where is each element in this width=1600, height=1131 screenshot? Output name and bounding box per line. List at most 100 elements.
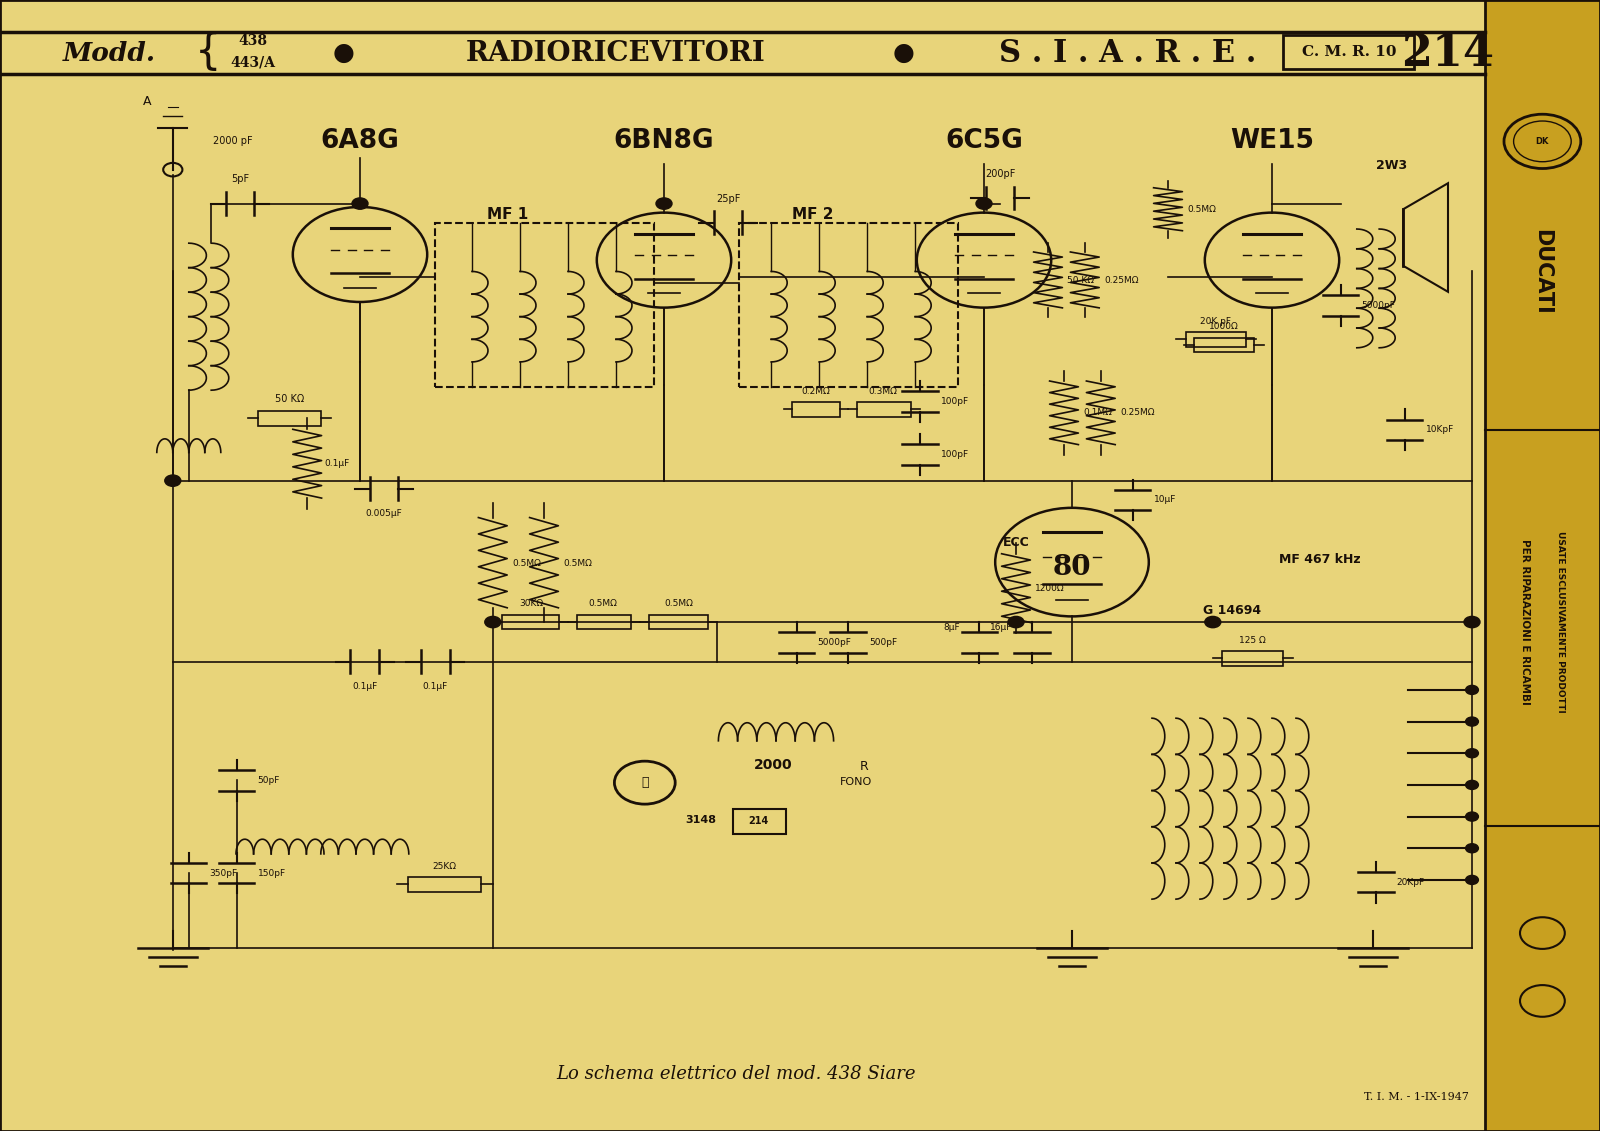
Text: Modd.: Modd.: [62, 41, 155, 66]
Circle shape: [1008, 616, 1024, 628]
Bar: [435, 223, 654, 387]
Bar: [1485, 0, 1600, 1131]
Text: 150pF: 150pF: [258, 869, 286, 878]
Text: 100pF: 100pF: [941, 450, 970, 459]
Text: 0.1μF: 0.1μF: [352, 682, 378, 691]
Text: 25pF: 25pF: [715, 193, 741, 204]
Circle shape: [656, 198, 672, 209]
Text: 0.5MΩ: 0.5MΩ: [563, 559, 592, 568]
Text: 0.5MΩ: 0.5MΩ: [1187, 205, 1216, 214]
Text: ECC: ECC: [1003, 536, 1029, 550]
Circle shape: [976, 198, 992, 209]
Circle shape: [485, 616, 501, 628]
Bar: [1186, 333, 1246, 346]
Text: 3148: 3148: [685, 815, 717, 824]
Text: 0.5MΩ: 0.5MΩ: [512, 559, 541, 568]
Bar: [502, 615, 558, 629]
Bar: [1283, 35, 1414, 69]
Text: MF 1: MF 1: [486, 207, 528, 223]
Text: {: {: [195, 31, 221, 74]
Bar: [650, 615, 707, 629]
Text: 214: 214: [1402, 32, 1494, 75]
Text: 50 KΩ: 50 KΩ: [275, 394, 304, 404]
Text: 0.25MΩ: 0.25MΩ: [1120, 408, 1155, 417]
Circle shape: [1466, 780, 1478, 789]
Bar: [856, 402, 912, 416]
Text: WE15: WE15: [1230, 129, 1314, 154]
Bar: [408, 878, 482, 891]
Text: Ⓡ: Ⓡ: [642, 776, 648, 789]
Text: R: R: [859, 760, 869, 772]
Bar: [1194, 338, 1254, 353]
Text: 6C5G: 6C5G: [946, 129, 1022, 154]
Circle shape: [352, 198, 368, 209]
Bar: [733, 809, 786, 834]
Text: 16μF: 16μF: [990, 623, 1013, 632]
Text: PER RIPARAZIONI E RICAMBI: PER RIPARAZIONI E RICAMBI: [1520, 539, 1530, 705]
Text: 5000pF: 5000pF: [818, 638, 851, 647]
Text: 0.1μF: 0.1μF: [325, 459, 350, 468]
Text: 10μF: 10μF: [1154, 495, 1176, 504]
Text: 100pF: 100pF: [941, 397, 970, 406]
Circle shape: [1466, 844, 1478, 853]
Bar: [739, 223, 958, 387]
Text: 500pF: 500pF: [869, 638, 898, 647]
Text: 443/A: 443/A: [230, 55, 275, 69]
Text: 2000: 2000: [754, 758, 792, 771]
Text: G 14694: G 14694: [1203, 604, 1261, 618]
Text: 0.1μF: 0.1μF: [422, 682, 448, 691]
Circle shape: [1466, 717, 1478, 726]
Text: 8μF: 8μF: [944, 623, 960, 632]
Text: 2W3: 2W3: [1376, 159, 1408, 172]
Circle shape: [1464, 616, 1480, 628]
Text: 5pF: 5pF: [230, 174, 250, 184]
Text: 80: 80: [1053, 554, 1091, 581]
Circle shape: [1466, 875, 1478, 884]
Text: 50 KΩ: 50 KΩ: [1067, 276, 1094, 285]
Text: MF 467 kHz: MF 467 kHz: [1278, 553, 1362, 567]
Text: 200pF: 200pF: [986, 169, 1014, 179]
Text: 0.3MΩ: 0.3MΩ: [869, 387, 898, 396]
Text: 0.1MΩ: 0.1MΩ: [1083, 408, 1112, 417]
Text: Lo schema elettrico del mod. 438 Siare: Lo schema elettrico del mod. 438 Siare: [557, 1065, 915, 1083]
Text: 125 Ω: 125 Ω: [1240, 636, 1266, 645]
Text: 10KpF: 10KpF: [1426, 425, 1454, 434]
Circle shape: [165, 475, 181, 486]
Text: 25KΩ: 25KΩ: [434, 862, 458, 871]
Text: 6BN8G: 6BN8G: [614, 129, 714, 154]
Text: S . I . A . R . E .: S . I . A . R . E .: [1000, 37, 1256, 69]
Text: 350pF: 350pF: [210, 869, 238, 878]
Text: DK: DK: [1536, 137, 1549, 146]
Text: 0.005μF: 0.005μF: [366, 509, 402, 518]
Text: 20K pF: 20K pF: [1200, 317, 1232, 326]
Text: MF 2: MF 2: [792, 207, 834, 223]
Bar: [576, 615, 632, 629]
Text: 0.2MΩ: 0.2MΩ: [802, 387, 830, 396]
Text: A: A: [142, 95, 152, 109]
Text: 6A8G: 6A8G: [320, 129, 400, 154]
Circle shape: [1466, 685, 1478, 694]
Text: DUCATI: DUCATI: [1533, 228, 1552, 314]
Bar: [1222, 651, 1283, 665]
Text: C. M. R. 10: C. M. R. 10: [1301, 45, 1397, 59]
Text: 20KpF: 20KpF: [1397, 878, 1426, 887]
Text: 214: 214: [749, 817, 768, 826]
Circle shape: [1466, 749, 1478, 758]
Text: USATE ESCLUSIVAMENTE PRODOTTI: USATE ESCLUSIVAMENTE PRODOTTI: [1555, 532, 1565, 713]
Text: ●: ●: [893, 41, 915, 66]
Text: RADIORICEVITORI: RADIORICEVITORI: [466, 40, 766, 67]
Text: T. I. M. - 1-IX-1947: T. I. M. - 1-IX-1947: [1363, 1093, 1469, 1102]
Text: 1200Ω: 1200Ω: [1035, 584, 1066, 593]
Text: 0.25MΩ: 0.25MΩ: [1104, 276, 1139, 285]
Text: 5000pF: 5000pF: [1362, 301, 1395, 310]
Text: ●: ●: [333, 41, 355, 66]
Text: 1000Ω: 1000Ω: [1210, 322, 1238, 331]
Circle shape: [1205, 616, 1221, 628]
Text: 0.5MΩ: 0.5MΩ: [589, 599, 618, 608]
Text: 2000 pF: 2000 pF: [213, 137, 253, 146]
Text: 438: 438: [238, 34, 267, 48]
Text: 30KΩ: 30KΩ: [518, 599, 544, 608]
Bar: [258, 411, 322, 425]
Bar: [792, 402, 840, 416]
Circle shape: [1466, 812, 1478, 821]
